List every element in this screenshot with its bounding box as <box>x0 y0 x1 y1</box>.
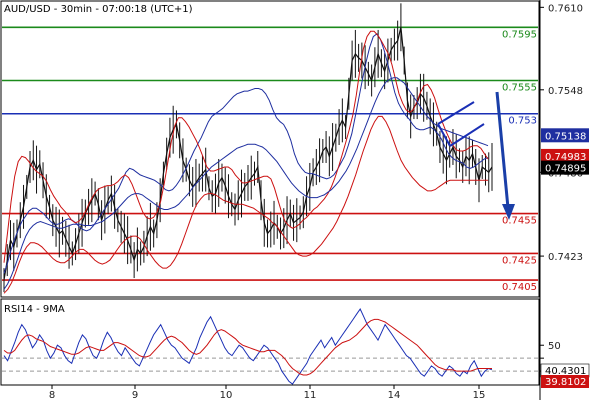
chart-title: AUD/USD - 30min - 07:00:18 (UTC+1) <box>4 4 193 15</box>
series-line-2 <box>3 30 489 263</box>
series-line-1 <box>3 33 489 274</box>
time-tick-label-5: 15 <box>473 390 486 400</box>
time-tick-label-1: 9 <box>132 390 138 400</box>
series-line-4 <box>3 77 489 290</box>
rsi-levels <box>2 357 538 372</box>
time-tick-label-2: 10 <box>220 390 233 400</box>
level-label-4: 0.7425 <box>502 255 537 266</box>
price-tag-label-1: 0.74983 <box>545 152 586 163</box>
rsi-plot-frame <box>0 298 540 386</box>
time-axis: 8 9 10 11 14 15 <box>49 385 486 400</box>
price-tag-box-1 <box>541 148 589 163</box>
time-tick-label-4: 14 <box>388 390 401 400</box>
level-label-0: 0.7595 <box>502 29 537 40</box>
rsi-title: RSI14 - 9MA <box>4 304 65 315</box>
price-tag-box-2 <box>541 160 589 175</box>
forecast-arrow-shaft <box>495 91 510 209</box>
level-label-5: 0.7405 <box>502 282 537 293</box>
rsi-tag-label-0: 40.4301 <box>545 366 586 377</box>
level-labels: 0.7595 0.7555 0.753 0.7455 0.7425 0.7405 <box>502 29 537 293</box>
time-tick-label-3: 11 <box>304 390 317 400</box>
rsi-tag-label-1: 39.8102 <box>545 377 586 388</box>
channel-upper-line <box>437 101 475 125</box>
series-line-3 <box>3 115 488 294</box>
forecast-arrow <box>495 91 515 220</box>
rsi-tick-label-0: 50 <box>548 341 561 352</box>
rsi-line-0 <box>3 307 493 385</box>
price-tick-label-0: 0.7610 <box>548 3 583 14</box>
price-tick-label-3: 0.7423 <box>548 252 583 263</box>
channel-lower-line <box>449 123 485 147</box>
channel-left-line <box>437 123 451 147</box>
time-tick-label-0: 8 <box>49 390 55 400</box>
main-series <box>3 3 493 294</box>
level-label-3: 0.7455 <box>502 216 537 227</box>
rsi-tag-box-1 <box>541 375 589 388</box>
rising-channel <box>437 101 485 147</box>
price-tag-label-2: 0.74895 <box>545 164 586 175</box>
horizontal-levels <box>2 26 538 281</box>
rsi-series <box>3 307 493 385</box>
price-tag-label-0: 0.75138 <box>545 131 586 142</box>
rsi-line-1 <box>3 318 492 376</box>
main-plot-frame <box>0 0 540 298</box>
forecast-arrow-head <box>502 204 515 220</box>
price-tick-label-1: 0.7548 <box>548 86 583 97</box>
price-tag-box-0 <box>541 128 589 143</box>
level-label-1: 0.7555 <box>502 82 537 93</box>
level-label-2: 0.753 <box>508 116 537 127</box>
